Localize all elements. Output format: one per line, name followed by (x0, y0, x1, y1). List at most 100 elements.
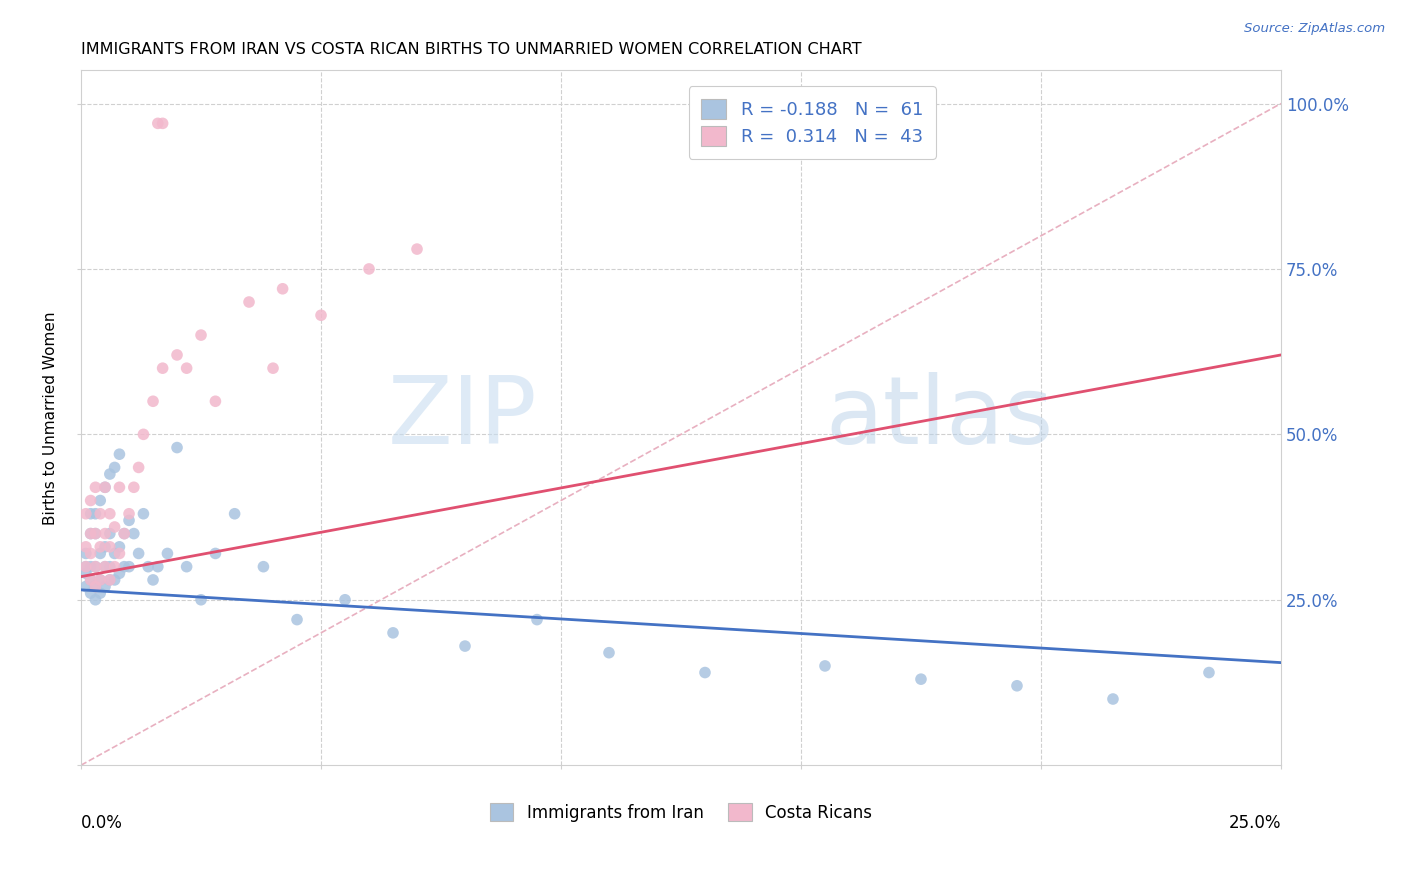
Point (94, 480, 117, 494)
Text: ZIP: ZIP (388, 372, 537, 464)
Text: 0.0%: 0.0% (82, 814, 122, 832)
Point (1005, 679, 1028, 693)
Point (79, 559, 101, 574)
Text: atlas: atlas (825, 372, 1053, 464)
Point (98, 540, 121, 554)
Text: 25.0%: 25.0% (1229, 814, 1281, 832)
Point (98, 467, 121, 481)
Point (190, 592, 212, 607)
Point (84, 580, 107, 594)
Point (104, 573, 127, 587)
Point (89, 586, 111, 600)
Point (309, 308, 332, 322)
Point (1198, 665, 1220, 680)
Point (75, 546, 97, 560)
Point (89, 493, 111, 508)
Point (84, 559, 107, 574)
Point (190, 328, 212, 343)
Point (598, 646, 620, 660)
Point (118, 507, 141, 521)
Point (84, 480, 107, 494)
Point (128, 546, 150, 560)
Point (146, 559, 169, 574)
Point (176, 361, 198, 376)
Point (84, 559, 107, 574)
Point (118, 513, 141, 527)
Point (75, 540, 97, 554)
Point (79, 526, 101, 541)
Point (454, 639, 477, 653)
Point (104, 546, 127, 560)
Point (112, 559, 135, 574)
Point (75, 566, 97, 581)
Point (142, 394, 165, 409)
Point (136, 559, 159, 574)
Point (224, 507, 246, 521)
Point (132, 507, 155, 521)
Text: Source: ZipAtlas.com: Source: ZipAtlas.com (1244, 22, 1385, 36)
Point (84, 526, 107, 541)
Point (94, 580, 117, 594)
Point (98, 507, 121, 521)
Point (84, 592, 107, 607)
Point (112, 526, 135, 541)
Point (406, 242, 429, 256)
Point (142, 573, 165, 587)
Point (89, 507, 111, 521)
Y-axis label: Births to Unmarried Women: Births to Unmarried Women (44, 311, 58, 524)
Point (75, 507, 97, 521)
Point (382, 625, 405, 640)
Point (98, 573, 121, 587)
Point (146, 116, 169, 130)
Point (84, 580, 107, 594)
Point (271, 282, 294, 296)
Point (94, 559, 117, 574)
Point (166, 348, 188, 362)
Point (104, 520, 127, 534)
Point (357, 261, 380, 276)
Point (128, 460, 150, 475)
Point (814, 659, 837, 673)
Point (152, 361, 174, 376)
Point (79, 573, 101, 587)
Point (75, 559, 97, 574)
Point (108, 480, 131, 494)
Point (166, 441, 188, 455)
Point (98, 573, 121, 587)
Point (204, 394, 226, 409)
Point (132, 427, 155, 442)
Point (94, 480, 117, 494)
Point (89, 573, 111, 587)
Point (333, 592, 356, 607)
Point (79, 586, 101, 600)
Legend: Immigrants from Iran, Costa Ricans: Immigrants from Iran, Costa Ricans (478, 791, 884, 833)
Point (112, 526, 135, 541)
Point (89, 573, 111, 587)
Point (89, 540, 111, 554)
Point (693, 665, 716, 680)
Point (108, 546, 131, 560)
Point (79, 507, 101, 521)
Point (238, 295, 260, 310)
Point (94, 526, 117, 541)
Point (104, 460, 127, 475)
Point (108, 540, 131, 554)
Point (108, 566, 131, 581)
Point (84, 507, 107, 521)
Point (79, 573, 101, 587)
Point (118, 559, 141, 574)
Point (75, 559, 97, 574)
Point (262, 361, 284, 376)
Point (526, 613, 548, 627)
Point (152, 116, 174, 130)
Point (94, 559, 117, 574)
Point (89, 546, 111, 560)
Point (79, 526, 101, 541)
Text: IMMIGRANTS FROM IRAN VS COSTA RICAN BIRTHS TO UNMARRIED WOMEN CORRELATION CHART: IMMIGRANTS FROM IRAN VS COSTA RICAN BIRT… (82, 42, 862, 57)
Point (122, 480, 145, 494)
Point (204, 546, 226, 560)
Point (104, 559, 127, 574)
Point (252, 559, 274, 574)
Point (94, 540, 117, 554)
Point (75, 580, 97, 594)
